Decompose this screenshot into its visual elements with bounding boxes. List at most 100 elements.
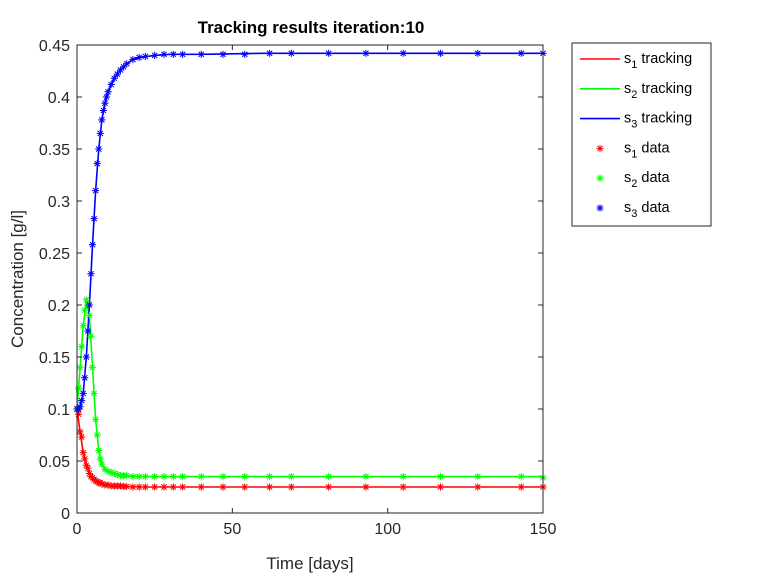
data-point xyxy=(110,74,118,82)
data-point xyxy=(76,403,84,411)
data-point xyxy=(266,473,274,481)
data-point xyxy=(90,215,98,223)
data-point xyxy=(81,455,89,463)
data-point xyxy=(399,473,407,481)
legend-label-text: tracking xyxy=(641,111,692,127)
data-point xyxy=(123,60,131,68)
data-point xyxy=(399,483,407,491)
data-point xyxy=(169,473,177,481)
axes-box xyxy=(76,44,544,514)
data-point xyxy=(116,482,125,490)
data-point xyxy=(197,50,205,58)
data-point xyxy=(129,55,137,64)
data-point xyxy=(219,473,227,481)
legend-marker-swatch xyxy=(596,144,604,152)
legend-label-subscript: 2 xyxy=(631,89,637,101)
legend-label-base: s xyxy=(624,81,631,97)
y-tick-label: 0.4 xyxy=(48,90,70,107)
data-point xyxy=(362,483,370,491)
series-s3-data xyxy=(73,49,547,413)
data-point xyxy=(160,483,168,491)
data-point xyxy=(325,49,333,57)
data-point xyxy=(169,50,177,58)
legend-label-text: data xyxy=(641,200,670,216)
legend-label: s1 data xyxy=(624,140,671,160)
data-point xyxy=(96,455,104,463)
y-tick-label: 0.3 xyxy=(48,194,70,211)
data-point xyxy=(95,447,103,455)
legend-label-base: s xyxy=(624,140,631,156)
data-point xyxy=(160,473,168,481)
data-point xyxy=(93,159,101,168)
data-point xyxy=(88,363,97,371)
data-point xyxy=(362,473,370,481)
data-point xyxy=(88,241,97,249)
data-point xyxy=(78,433,86,441)
data-point xyxy=(98,480,106,488)
legend-label-base: s xyxy=(624,170,631,186)
x-axis-label: Time [days] xyxy=(266,554,353,573)
data-point xyxy=(84,464,92,472)
data-point xyxy=(79,389,87,397)
data-point xyxy=(120,63,128,71)
data-point xyxy=(517,483,525,491)
legend-box xyxy=(571,42,712,227)
data-point xyxy=(151,483,159,491)
data-point xyxy=(104,467,112,475)
data-point xyxy=(92,415,100,423)
legend-label-subscript: 2 xyxy=(631,178,637,190)
y-tick-label: 0.2 xyxy=(48,298,70,315)
x-tick-label: 50 xyxy=(223,521,241,538)
data-point xyxy=(84,327,92,335)
data-point xyxy=(436,49,445,57)
x-tick-label: 100 xyxy=(374,521,401,538)
data-point xyxy=(78,397,86,405)
data-point xyxy=(98,460,106,468)
data-point xyxy=(123,482,131,491)
data-point xyxy=(104,481,112,489)
data-point xyxy=(92,187,100,195)
y-tick-label: 0.25 xyxy=(39,246,70,263)
data-point xyxy=(517,49,525,57)
data-point xyxy=(99,106,108,115)
y-tick-label: 0.15 xyxy=(39,350,70,367)
data-point xyxy=(197,483,205,491)
data-point xyxy=(219,483,227,491)
legend-marker-swatch xyxy=(596,174,604,182)
data-point xyxy=(95,145,103,153)
data-point xyxy=(113,470,121,479)
legend-label-subscript: 3 xyxy=(631,119,637,131)
data-point xyxy=(151,51,159,59)
data-point xyxy=(179,473,187,481)
data-point xyxy=(362,49,370,57)
data-point xyxy=(82,353,90,361)
data-point xyxy=(82,461,90,469)
data-point xyxy=(135,473,143,481)
data-point xyxy=(169,483,177,491)
data-point xyxy=(82,296,90,304)
data-point xyxy=(101,465,109,473)
data-point xyxy=(85,311,94,319)
data-point xyxy=(129,483,137,491)
plot-background xyxy=(77,45,543,513)
axis-ticks: 0 50 100 150 0 0.05 0.1 0.15 0.2 0.25 0.3 0.35 0.4 0.… xyxy=(39,38,557,538)
data-point xyxy=(76,428,84,436)
data-point xyxy=(129,473,137,481)
data-point xyxy=(474,473,482,481)
legend-entry: s1 tracking xyxy=(580,51,692,71)
legend-label-text: data xyxy=(641,140,670,156)
legend-label-base: s xyxy=(624,111,631,127)
data-point xyxy=(197,473,205,481)
data-point xyxy=(151,473,159,481)
legend-label-subscript: 1 xyxy=(631,148,637,160)
data-point xyxy=(135,53,143,62)
data-point xyxy=(266,483,274,491)
data-point xyxy=(135,483,143,491)
legend-label-text: data xyxy=(641,170,670,186)
legend-label: s3 data xyxy=(624,200,671,220)
y-tick-label: 0.35 xyxy=(39,142,70,159)
y-tick-label: 0.45 xyxy=(39,38,70,55)
data-point xyxy=(93,431,101,439)
legend-label: s3 tracking xyxy=(624,111,692,131)
